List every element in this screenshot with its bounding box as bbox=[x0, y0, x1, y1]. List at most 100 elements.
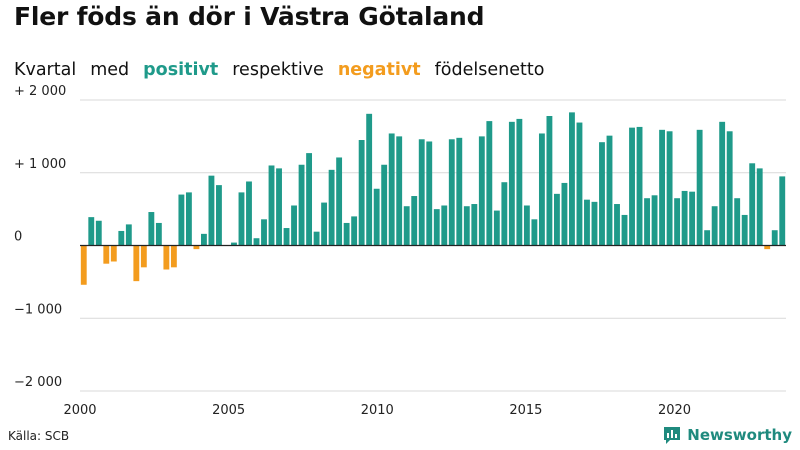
bar bbox=[261, 219, 267, 246]
bar bbox=[418, 139, 425, 246]
x-tick-label: 2000 bbox=[63, 403, 96, 418]
bar bbox=[133, 245, 140, 282]
x-tick-label: 2020 bbox=[658, 403, 691, 418]
bar bbox=[388, 133, 395, 246]
bar bbox=[313, 231, 320, 246]
y-tick-label: −1 000 bbox=[14, 302, 62, 317]
bar bbox=[771, 230, 778, 246]
bar bbox=[148, 212, 155, 246]
legend-negative: negativt bbox=[337, 60, 421, 80]
bar bbox=[201, 233, 207, 246]
bar bbox=[125, 224, 132, 246]
bar bbox=[336, 157, 343, 246]
bar bbox=[561, 182, 568, 246]
chart-title: Fler föds än dör i Västra Götaland bbox=[14, 2, 485, 31]
bar bbox=[178, 194, 185, 246]
bar bbox=[411, 196, 418, 246]
bar bbox=[508, 121, 515, 246]
bar bbox=[403, 206, 410, 246]
bar bbox=[523, 205, 530, 246]
bar bbox=[95, 220, 102, 246]
y-tick-label: + 1 000 bbox=[14, 157, 66, 172]
bar bbox=[231, 242, 237, 246]
bar bbox=[193, 245, 200, 250]
bar bbox=[779, 176, 786, 246]
bar bbox=[478, 136, 485, 246]
subtitle-word-respektive: respektive bbox=[232, 60, 324, 80]
bar bbox=[471, 204, 478, 246]
subtitle-word-med: med bbox=[90, 60, 130, 80]
bar bbox=[569, 112, 575, 246]
bar bbox=[689, 191, 696, 246]
bar bbox=[276, 168, 282, 246]
y-tick-label: −2 000 bbox=[14, 375, 62, 390]
source-note: Källa: SCB bbox=[8, 429, 70, 443]
bar bbox=[328, 169, 335, 246]
bar bbox=[433, 209, 440, 246]
bar bbox=[636, 126, 643, 246]
bar bbox=[501, 182, 508, 246]
bar bbox=[373, 188, 380, 246]
bar bbox=[644, 198, 650, 246]
bar bbox=[170, 245, 177, 268]
bar bbox=[110, 245, 117, 262]
bar bbox=[396, 136, 403, 246]
bar bbox=[719, 121, 726, 246]
bar bbox=[268, 165, 275, 246]
bar-chart-speech-icon bbox=[664, 427, 681, 444]
bar bbox=[366, 113, 373, 246]
subtitle-word-kvartal: Kvartal bbox=[14, 60, 77, 80]
bar bbox=[358, 140, 365, 246]
bar bbox=[448, 139, 455, 246]
bar bbox=[456, 137, 463, 246]
bar bbox=[576, 122, 583, 246]
bar bbox=[756, 168, 763, 246]
bar bbox=[103, 245, 110, 264]
brand-logo: Newsworthy bbox=[662, 425, 792, 445]
x-tick-label: 2015 bbox=[509, 403, 542, 418]
subtitle-word-fodelsenetto: födelsenetto bbox=[434, 60, 545, 80]
bar bbox=[749, 163, 756, 246]
bar bbox=[704, 230, 711, 246]
bar bbox=[726, 131, 733, 246]
y-tick-label: + 2 000 bbox=[14, 84, 66, 99]
bar bbox=[291, 205, 297, 246]
bar bbox=[441, 205, 448, 246]
bar bbox=[554, 193, 560, 246]
bar bbox=[163, 245, 170, 270]
bar bbox=[493, 210, 500, 246]
bar bbox=[546, 116, 553, 246]
bar bbox=[351, 216, 358, 246]
bar bbox=[666, 131, 673, 246]
bar bbox=[711, 206, 718, 246]
bar bbox=[253, 238, 260, 246]
bar bbox=[486, 121, 493, 246]
bar bbox=[155, 222, 162, 246]
bar bbox=[696, 129, 703, 246]
bar bbox=[321, 202, 328, 246]
bar bbox=[606, 135, 613, 246]
bar bbox=[306, 153, 313, 246]
bar bbox=[426, 141, 433, 246]
bar bbox=[614, 204, 620, 246]
x-tick-label: 2010 bbox=[361, 403, 394, 418]
bar bbox=[381, 164, 388, 246]
bar bbox=[674, 198, 681, 246]
x-tick-label: 2005 bbox=[212, 403, 245, 418]
bar bbox=[283, 228, 290, 246]
bar bbox=[80, 245, 87, 285]
bar bbox=[216, 185, 222, 246]
bar bbox=[629, 127, 635, 246]
bar bbox=[88, 217, 95, 246]
bar bbox=[538, 133, 545, 246]
brand-name: Newsworthy bbox=[687, 426, 792, 444]
bar bbox=[298, 164, 305, 246]
bar bbox=[140, 245, 147, 268]
bar bbox=[118, 230, 125, 246]
chart-subtitle: Kvartal med positivt respektive negativt föde… bbox=[14, 60, 558, 80]
bar bbox=[246, 181, 252, 246]
bar bbox=[463, 206, 470, 246]
y-tick-label: 0 bbox=[14, 230, 22, 245]
bar bbox=[734, 198, 741, 246]
